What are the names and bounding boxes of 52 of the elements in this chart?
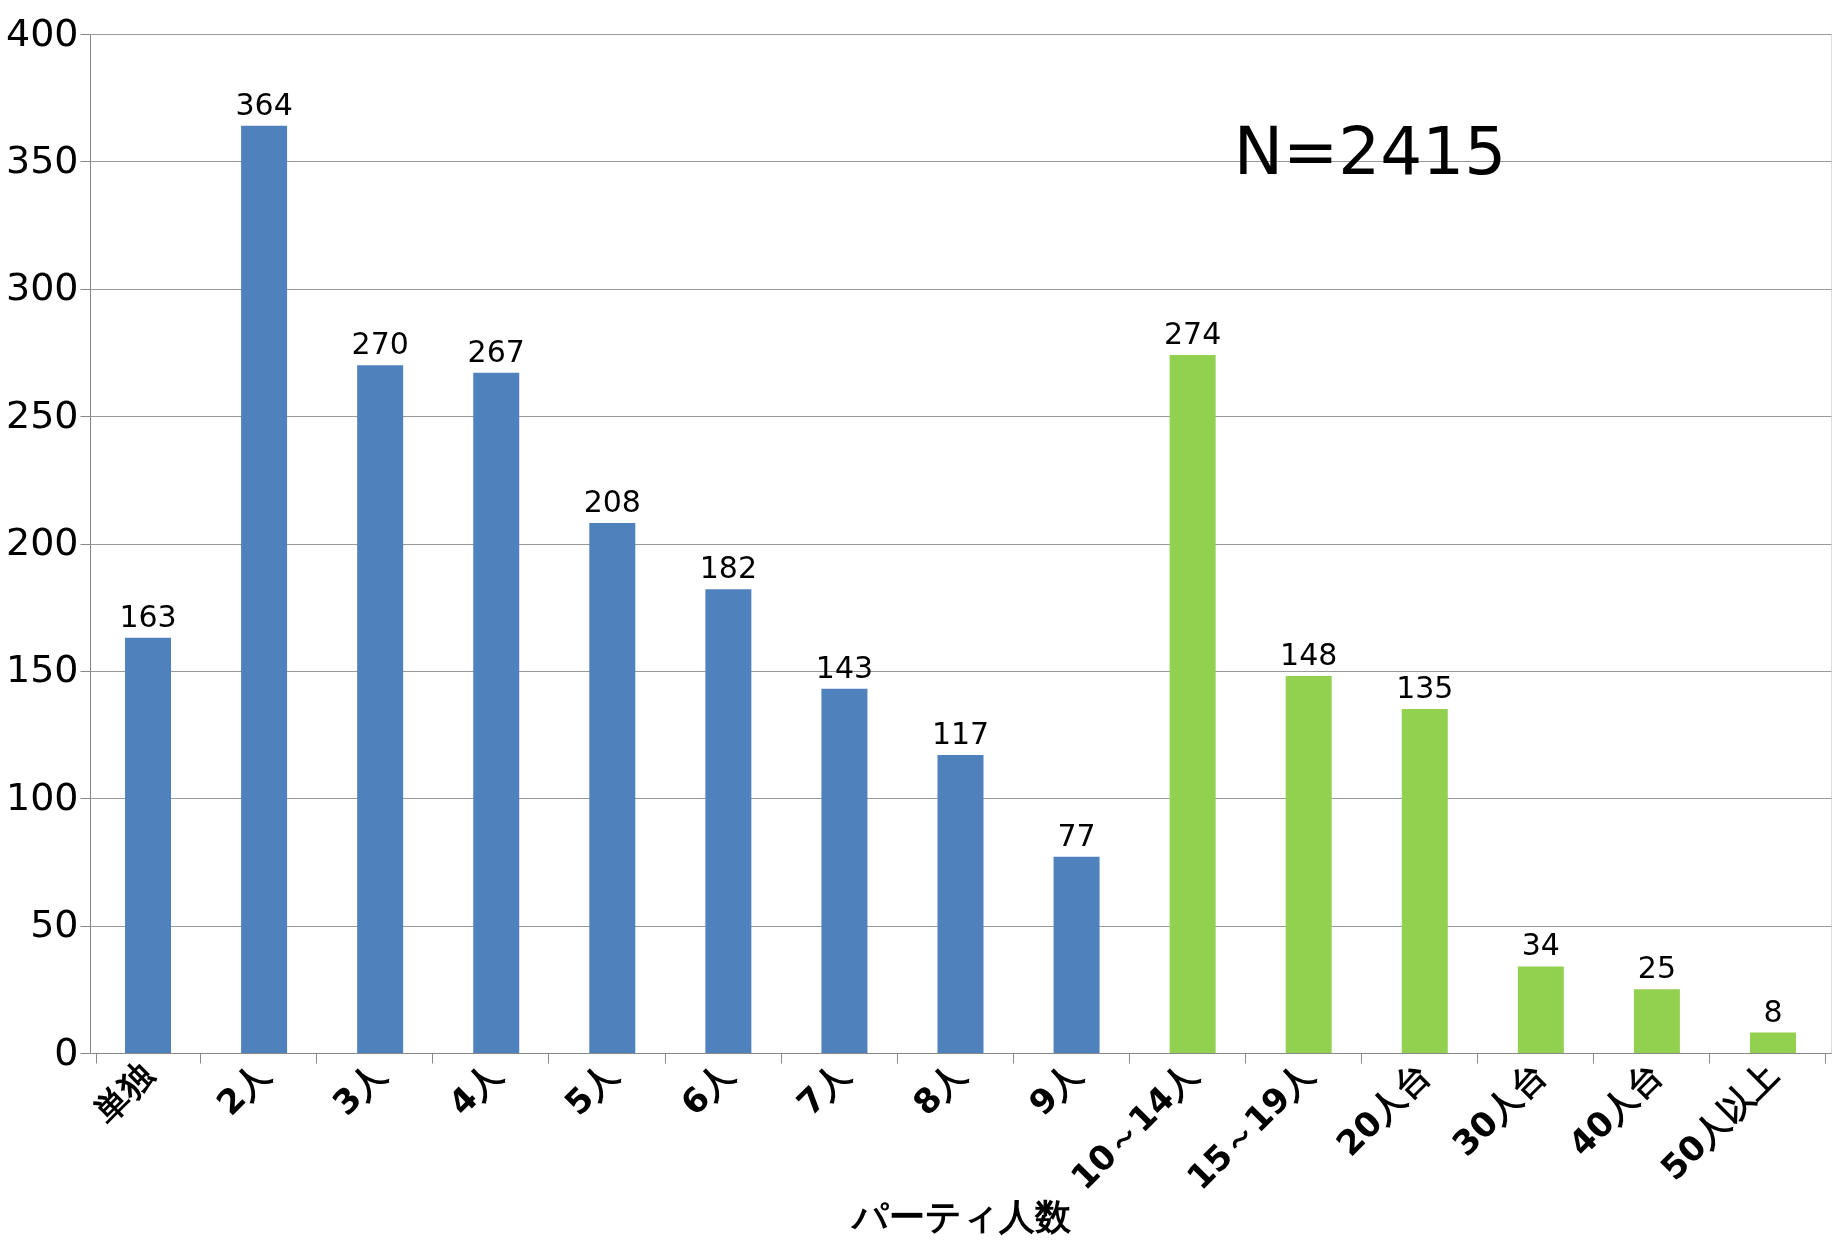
x-tick-label: 9人 (1020, 1053, 1091, 1124)
x-axis-title: パーティ人数 (849, 1195, 1072, 1237)
y-tick-label: 200 (5, 520, 79, 564)
y-tick-label: 150 (5, 647, 79, 692)
x-tick-label: 2人 (208, 1053, 279, 1124)
x-tick-label: 3人 (324, 1053, 395, 1124)
data-label: 143 (815, 649, 874, 685)
bar (1053, 856, 1100, 1053)
bar (705, 589, 752, 1053)
data-label: 163 (119, 598, 177, 634)
data-label: 34 (1521, 927, 1560, 963)
bar (1169, 354, 1216, 1053)
bar (125, 637, 172, 1053)
y-tick-label: 300 (5, 265, 79, 310)
x-tick-label: 30人台 (1444, 1053, 1555, 1164)
x-tick-label: 単独 (84, 1053, 162, 1131)
bar (1517, 966, 1564, 1053)
bar (821, 688, 868, 1053)
bar (241, 125, 288, 1053)
data-label: 270 (351, 326, 409, 362)
annotation: N=2415 (1233, 113, 1507, 190)
x-tick-label: 6人 (672, 1053, 743, 1124)
bar (1749, 1032, 1796, 1053)
x-tick-label: 4人 (440, 1053, 511, 1124)
bar (1285, 675, 1332, 1053)
bar (357, 365, 404, 1053)
data-label: 364 (235, 86, 293, 122)
bar (473, 372, 520, 1053)
y-tick-label: 400 (5, 10, 79, 55)
data-label: 267 (467, 333, 525, 369)
bar (937, 754, 984, 1053)
data-label: 8 (1763, 993, 1783, 1029)
bar (1401, 709, 1448, 1053)
data-label: 182 (699, 550, 757, 586)
x-tick-label: 7人 (788, 1053, 859, 1124)
data-label: 274 (1164, 315, 1222, 351)
y-tick-label: 100 (5, 774, 79, 819)
data-label: 148 (1280, 636, 1338, 672)
x-tick-label: 5人 (556, 1053, 627, 1124)
y-tick-label: 250 (5, 392, 79, 437)
bar (1633, 989, 1680, 1053)
x-tick-label: 8人 (904, 1053, 975, 1124)
data-label: 117 (931, 715, 990, 751)
data-label: 135 (1396, 670, 1454, 706)
bar (589, 523, 636, 1053)
data-label: 77 (1057, 817, 1096, 853)
y-tick-label: 350 (5, 137, 79, 182)
data-label: 208 (583, 484, 641, 520)
y-tick-label: 50 (30, 902, 79, 947)
data-label: 25 (1637, 950, 1676, 986)
y-tick-label: 0 (54, 1029, 79, 1074)
x-tick-label: 20人台 (1328, 1053, 1438, 1164)
